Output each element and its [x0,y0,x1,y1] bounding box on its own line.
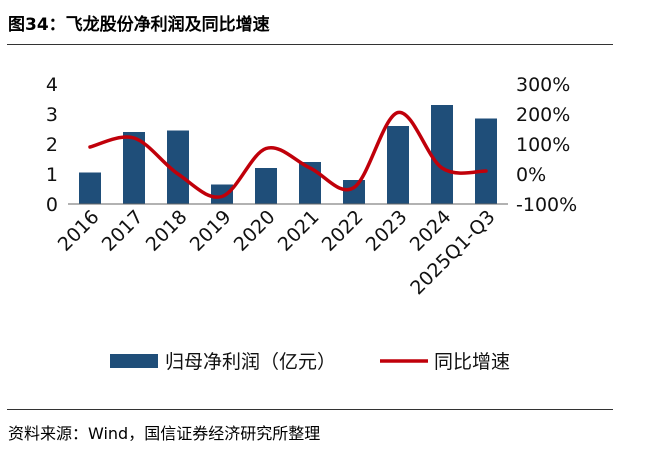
right-tick-label: -100% [516,194,577,216]
x-axis-labels: 2016201720182019202020212022202320242025… [54,206,500,299]
left-tick-label: 0 [46,194,58,216]
figure-title: 图34：飞龙股份净利润及同比增速 [8,15,270,35]
left-axis: 0 1 2 3 4 [46,74,58,216]
bar-2017 [123,132,145,204]
right-tick-label: 0% [516,164,546,186]
x-tick-label: 2022 [318,206,368,256]
x-tick-label: 2016 [54,206,104,256]
right-tick-label: 100% [516,134,570,156]
legend-line-label: 同比增速 [434,351,510,373]
left-tick-label: 1 [46,164,58,186]
bar-2019 [211,184,233,204]
bar-2016 [79,172,101,204]
right-tick-label: 300% [516,74,570,96]
bottom-divider [7,409,613,410]
x-tick-label: 2018 [142,206,192,256]
x-tick-label: 2017 [98,206,148,256]
bar-2023 [387,126,409,204]
left-tick-label: 2 [46,134,58,156]
x-tick-label: 2019 [186,206,236,256]
bar-2018 [167,130,189,204]
bar-2024 [431,105,453,204]
bar-2025Q1-Q3 [475,118,497,204]
growth-line [88,110,488,199]
right-tick-label: 200% [516,104,570,126]
left-tick-label: 3 [46,104,58,126]
bar-2020 [255,168,277,204]
right-axis: -100% 0% 100% 200% 300% [516,74,577,216]
x-tick-label: 2021 [274,206,324,256]
source-note: 资料来源：Wind，国信证券经济研究所整理 [8,424,321,443]
legend-bar-swatch [110,354,158,368]
legend: 归母净利润（亿元） 同比增速 [110,351,510,373]
top-divider [7,44,613,45]
x-tick-label: 2020 [230,206,280,256]
bar-2022 [343,180,365,204]
x-tick-label: 2023 [362,206,412,256]
legend-bar-label: 归母净利润（亿元） [165,351,336,373]
left-tick-label: 4 [46,74,58,96]
